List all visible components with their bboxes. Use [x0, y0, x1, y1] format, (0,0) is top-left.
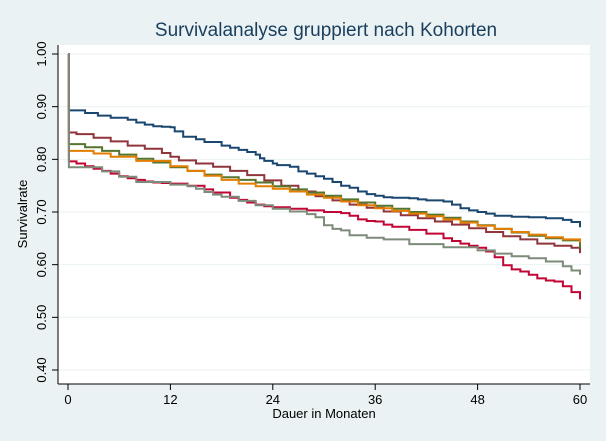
chart-title: Survivalanalyse gruppiert nach Kohorten — [155, 20, 497, 41]
y-tick-label-1: 0.50 — [34, 305, 49, 330]
series-line-3 — [67, 53, 581, 243]
y-tick-label-5: 0.90 — [34, 94, 49, 119]
x-ticks: 0 12 24 36 48 60 — [64, 384, 587, 407]
series-layer — [67, 53, 581, 300]
y-axis-label: Survivalrate — [15, 180, 30, 249]
x-tick-label-5: 60 — [573, 392, 587, 407]
y-tick-label-0: 0.40 — [34, 357, 49, 382]
x-tick-label-0: 0 — [64, 392, 71, 407]
x-tick-label-3: 36 — [368, 392, 382, 407]
y-tick-label-2: 0.60 — [34, 252, 49, 277]
x-tick-label-2: 24 — [266, 392, 280, 407]
x-axis-label: Dauer in Monaten — [272, 406, 375, 421]
y-tick-label-4: 0.80 — [34, 147, 49, 172]
x-tick-label-4: 48 — [470, 392, 484, 407]
axes — [57, 45, 590, 385]
series-line-5 — [67, 53, 581, 275]
series-line-0 — [67, 53, 581, 228]
plot-area — [58, 45, 590, 384]
x-tick-label-1: 12 — [163, 392, 177, 407]
y-ticks: 0.40 0.50 0.60 0.70 0.80 0.90 1.00 — [34, 41, 58, 383]
y-tick-label-6: 1.00 — [34, 41, 49, 66]
y-tick-label-3: 0.70 — [34, 199, 49, 224]
